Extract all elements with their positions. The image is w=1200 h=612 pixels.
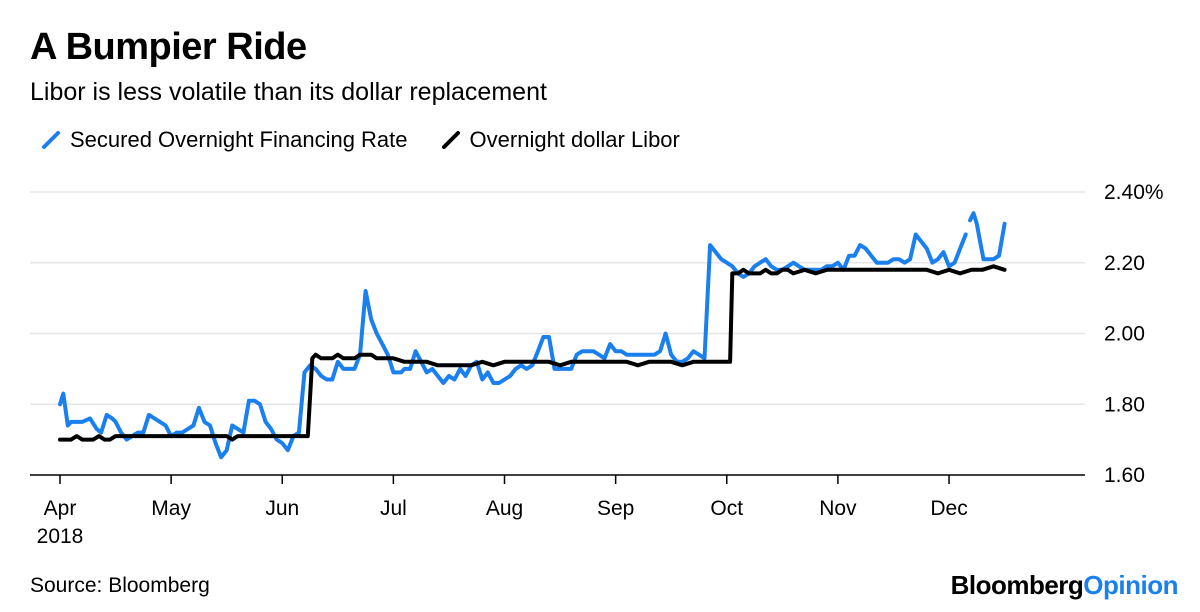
- y-tick-label: 2.00: [1104, 323, 1145, 346]
- sofr-line: [58, 232, 968, 460]
- x-tick-label: Oct: [710, 497, 743, 520]
- x-tick-label: Jul: [380, 497, 407, 520]
- source-note: Source: Bloomberg: [30, 574, 210, 597]
- legend-swatch-sofr: [42, 131, 60, 149]
- legend: Secured Overnight Financing Rate Overnig…: [40, 127, 712, 153]
- libor-line: [58, 264, 1007, 442]
- x-axis: Apr 2018 May Jun Jul Aug Sep Oct Nov Dec: [30, 474, 1085, 548]
- legend-item-libor: Overnight dollar Libor: [440, 127, 680, 153]
- x-tick-label: Aug: [486, 497, 523, 520]
- brand-logo: BloombergOpinion: [950, 570, 1179, 601]
- x-tick-label: Dec: [930, 497, 967, 520]
- y-tick-label: 1.80: [1104, 393, 1145, 416]
- chart-title: A Bumpier Ride: [30, 26, 307, 68]
- x-tick-label: Sep: [597, 497, 634, 520]
- legend-swatch-libor: [441, 131, 460, 149]
- legend-label-sofr: Secured Overnight Financing Rate: [70, 127, 408, 152]
- sofr-line: [968, 211, 1007, 262]
- legend-label-libor: Overnight dollar Libor: [469, 127, 680, 152]
- gridlines: [30, 191, 1085, 405]
- x-tick-label: Nov: [819, 497, 857, 520]
- x-tick-label: Jun: [265, 497, 299, 520]
- brand-accent: Opinion: [1083, 570, 1178, 600]
- chart-subtitle: Libor is less volatile than its dollar r…: [30, 78, 547, 106]
- series-lines: [58, 211, 1007, 460]
- y-tick-label: 1.60: [1104, 464, 1145, 487]
- y-tick-label: 2.20: [1104, 252, 1145, 275]
- y-tick-label: 2.40%: [1104, 181, 1164, 204]
- brand-main: Bloomberg: [950, 570, 1084, 600]
- x-tick-label: May: [151, 497, 191, 520]
- legend-item-sofr: Secured Overnight Financing Rate: [40, 127, 408, 153]
- x-tick-sublabel: 2018: [37, 525, 84, 548]
- x-tick-label: Apr: [44, 497, 77, 520]
- y-axis-labels: 2.40% 2.20 2.00 1.80 1.60: [1104, 181, 1164, 487]
